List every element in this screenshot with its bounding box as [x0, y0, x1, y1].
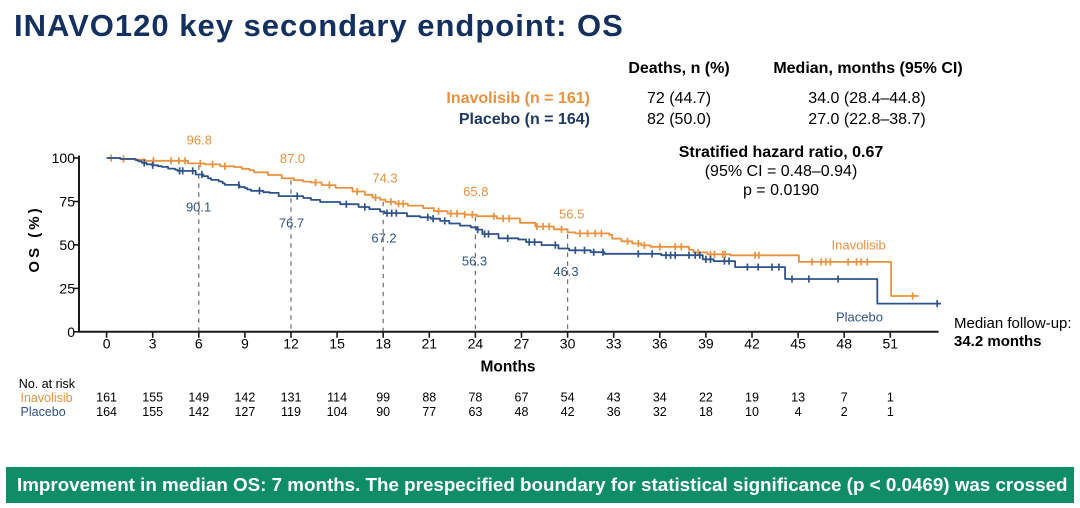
svg-text:27: 27 [514, 336, 530, 352]
svg-text:6: 6 [195, 336, 203, 352]
svg-text:63: 63 [468, 405, 482, 419]
svg-text:13: 13 [791, 391, 805, 405]
svg-text:54: 54 [561, 391, 575, 405]
svg-text:45: 45 [790, 336, 806, 352]
svg-text:67: 67 [515, 391, 529, 405]
svg-text:9: 9 [241, 336, 249, 352]
svg-text:4: 4 [795, 405, 802, 419]
svg-text:43: 43 [607, 391, 621, 405]
svg-text:2: 2 [841, 405, 848, 419]
svg-text:100: 100 [52, 150, 76, 166]
svg-text:Months: Months [480, 359, 535, 376]
svg-text:OS (%): OS (%) [26, 205, 43, 272]
svg-text:Placebo: Placebo [21, 405, 66, 419]
svg-text:36: 36 [607, 405, 621, 419]
svg-text:119: 119 [281, 405, 301, 419]
svg-text:114: 114 [327, 391, 347, 405]
svg-text:0: 0 [67, 324, 75, 340]
svg-text:149: 149 [188, 391, 209, 405]
svg-text:39: 39 [698, 336, 714, 352]
svg-text:90.1: 90.1 [186, 200, 211, 215]
svg-text:65.8: 65.8 [463, 184, 488, 199]
svg-text:0: 0 [103, 336, 111, 352]
svg-text:56.5: 56.5 [559, 206, 584, 221]
svg-text:21: 21 [422, 336, 438, 352]
svg-text:Inavolisib: Inavolisib [21, 391, 73, 405]
svg-text:32: 32 [653, 405, 667, 419]
svg-text:77: 77 [422, 405, 436, 419]
svg-text:74.3: 74.3 [372, 171, 397, 186]
svg-text:34: 34 [653, 391, 667, 405]
svg-text:51: 51 [883, 336, 899, 352]
svg-text:1: 1 [887, 405, 894, 419]
svg-text:48: 48 [836, 336, 852, 352]
svg-text:7: 7 [841, 391, 848, 405]
svg-text:18: 18 [375, 336, 391, 352]
svg-text:19: 19 [745, 391, 759, 405]
svg-text:164: 164 [96, 405, 117, 419]
svg-text:104: 104 [327, 405, 348, 419]
svg-text:96.8: 96.8 [187, 132, 212, 147]
svg-text:90: 90 [376, 405, 390, 419]
svg-text:15: 15 [329, 336, 345, 352]
svg-text:24: 24 [468, 336, 484, 352]
svg-text:3: 3 [149, 336, 157, 352]
svg-text:36: 36 [652, 336, 668, 352]
svg-text:18: 18 [699, 405, 713, 419]
svg-text:42: 42 [561, 405, 575, 419]
svg-text:142: 142 [188, 405, 209, 419]
svg-text:42: 42 [744, 336, 760, 352]
svg-text:56.3: 56.3 [462, 253, 487, 268]
svg-text:161: 161 [96, 391, 117, 405]
svg-text:Placebo: Placebo [836, 310, 883, 325]
svg-text:30: 30 [560, 336, 576, 352]
svg-text:22: 22 [699, 391, 713, 405]
svg-text:No. at risk: No. at risk [19, 377, 76, 391]
svg-text:88: 88 [422, 391, 436, 405]
svg-text:155: 155 [142, 405, 163, 419]
svg-text:10: 10 [745, 405, 759, 419]
svg-text:142: 142 [234, 391, 255, 405]
svg-text:76.7: 76.7 [279, 215, 304, 230]
svg-text:25: 25 [59, 280, 75, 296]
svg-text:48: 48 [515, 405, 529, 419]
svg-text:87.0: 87.0 [280, 151, 305, 166]
svg-text:75: 75 [59, 194, 75, 210]
svg-text:131: 131 [281, 391, 302, 405]
svg-text:67.2: 67.2 [371, 231, 396, 246]
svg-text:1: 1 [887, 391, 894, 405]
svg-text:78: 78 [468, 391, 482, 405]
svg-text:Inavolisib: Inavolisib [832, 237, 886, 252]
svg-text:50: 50 [59, 237, 75, 253]
svg-text:155: 155 [142, 391, 163, 405]
svg-text:12: 12 [283, 336, 299, 352]
svg-text:99: 99 [376, 391, 390, 405]
svg-text:127: 127 [234, 405, 255, 419]
svg-text:46.3: 46.3 [553, 264, 578, 279]
svg-text:33: 33 [606, 336, 622, 352]
